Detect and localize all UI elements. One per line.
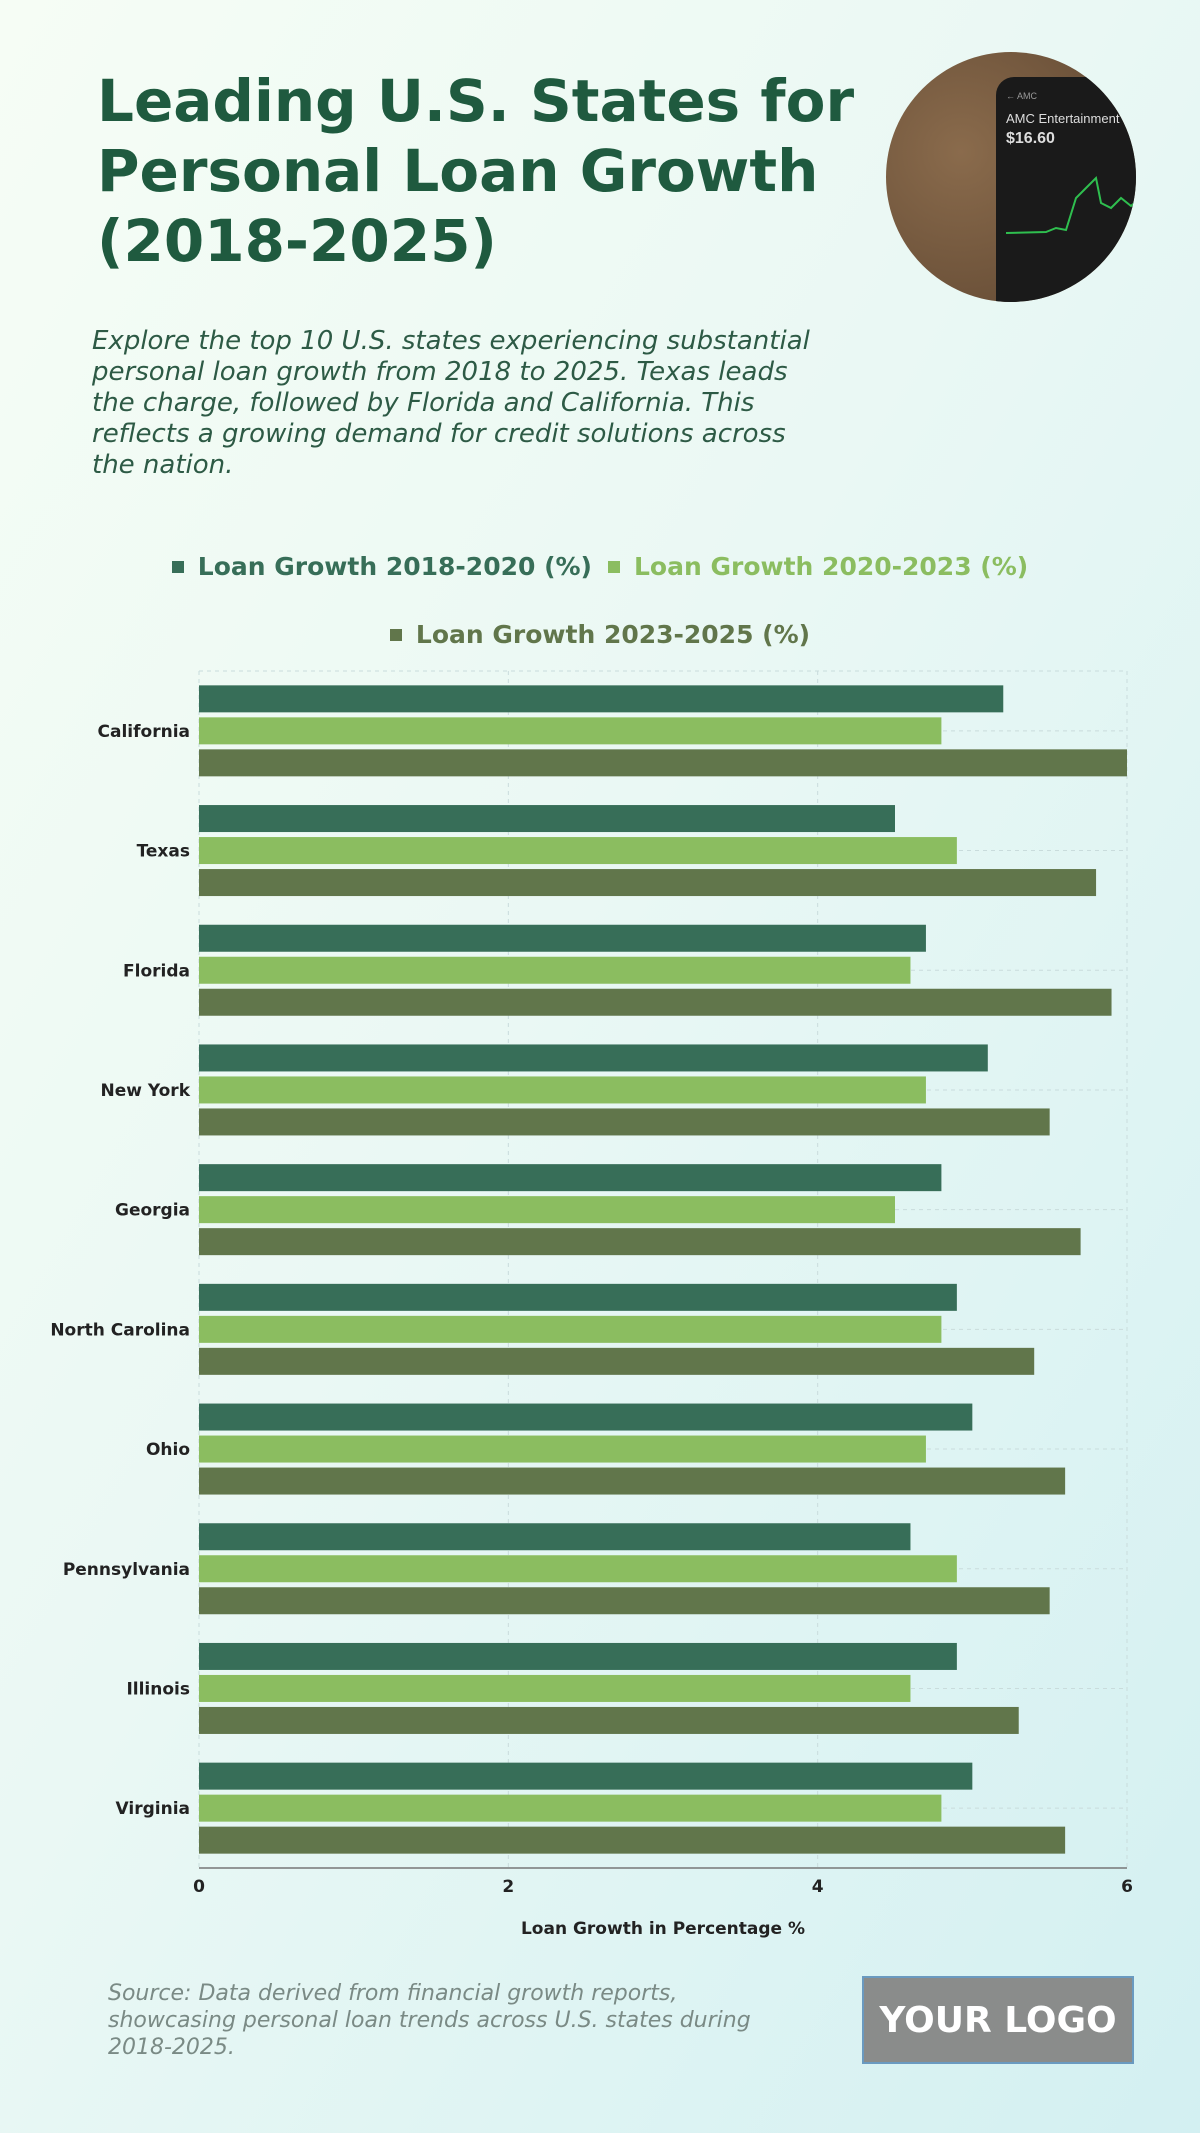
- x-axis-title: Loan Growth in Percentage %: [521, 1919, 805, 1939]
- bar-pennsylvania-series-3: [199, 1587, 1050, 1615]
- bar-florida-series-1: [199, 924, 926, 952]
- source-note: Source: Data derived from financial grow…: [108, 1981, 751, 2060]
- bar-new-york-series-3: [199, 1108, 1050, 1136]
- bar-virginia-series-1: [199, 1762, 973, 1790]
- bar-texas-series-2: [199, 837, 957, 865]
- x-tick-label: 6: [1121, 1877, 1133, 1897]
- bar-pennsylvania-series-1: [199, 1523, 911, 1551]
- bar-california-series-2: [199, 717, 942, 745]
- bar-virginia-series-2: [199, 1794, 942, 1822]
- logo-placeholder: YOUR LOGO: [862, 1976, 1134, 2064]
- chart-legend-row-2: Loan Growth 2023-2025 (%): [0, 620, 1200, 649]
- bar-texas-series-1: [199, 805, 895, 833]
- legend-item-2023-2025: Loan Growth 2023-2025 (%): [389, 620, 811, 649]
- bar-virginia-series-3: [199, 1826, 1066, 1854]
- bar-north-carolina-series-1: [199, 1283, 957, 1311]
- bar-new-york-series-2: [199, 1076, 926, 1104]
- bar-chart: 0 2 4 6 California Texas Florida New York Georgi…: [50, 670, 1133, 1939]
- bar-ohio-series-1: [199, 1403, 973, 1431]
- y-category-label: California: [98, 722, 190, 742]
- phone-stock-chart-icon: [1005, 175, 1136, 234]
- bar-illinois-series-1: [199, 1642, 957, 1670]
- x-tick-label: 4: [812, 1877, 824, 1897]
- x-tick-label: 2: [502, 1877, 514, 1897]
- bar-florida-series-2: [199, 956, 911, 984]
- y-category-label: Illinois: [126, 1679, 190, 1699]
- legend-item-2018-2020: Loan Growth 2018-2020 (%): [171, 552, 592, 581]
- y-category-label: Texas: [137, 842, 190, 862]
- bar-ohio-series-3: [199, 1467, 1066, 1495]
- legend-swatch: [389, 628, 402, 641]
- phone-app-name: AMC Entertainment: [1006, 111, 1120, 126]
- phone-screen: ← AMC AMC Entertainment $16.60: [996, 77, 1136, 302]
- bar-north-carolina-series-2: [199, 1315, 942, 1343]
- legend-label: Loan Growth 2018-2020 (%): [197, 552, 592, 581]
- y-category-label: Georgia: [115, 1201, 190, 1221]
- phone-status-bar: ← AMC: [1006, 91, 1038, 101]
- y-category-label: Virginia: [116, 1799, 190, 1819]
- legend-label: Loan Growth 2020-2023 (%): [634, 552, 1029, 581]
- legend-label: Loan Growth 2023-2025 (%): [415, 620, 811, 649]
- bar-illinois-series-2: [199, 1674, 911, 1702]
- bar-north-carolina-series-3: [199, 1347, 1035, 1375]
- bar-texas-series-3: [199, 869, 1097, 897]
- legend-item-2020-2023: Loan Growth 2020-2023 (%): [608, 552, 1028, 581]
- legend-swatch: [608, 560, 620, 573]
- y-category-label: Ohio: [146, 1440, 190, 1460]
- y-category-label: North Carolina: [50, 1320, 190, 1340]
- y-category-label: Pennsylvania: [63, 1560, 190, 1580]
- phone-price: $16.60: [1006, 130, 1055, 147]
- y-category-label: Florida: [123, 961, 190, 981]
- bar-georgia-series-2: [199, 1196, 895, 1224]
- chart-legend-row-1: Loan Growth 2018-2020 (%) Loan Growth 20…: [0, 552, 1200, 581]
- bar-california-series-1: [199, 685, 1004, 713]
- bar-georgia-series-1: [199, 1164, 942, 1192]
- legend-swatch: [171, 560, 184, 573]
- bar-illinois-series-3: [199, 1706, 1019, 1734]
- y-category-label: New York: [101, 1081, 191, 1101]
- bar-florida-series-3: [199, 988, 1112, 1016]
- page-title: Leading U.S. States for Personal Loan Gr…: [97, 67, 855, 275]
- bar-georgia-series-3: [199, 1228, 1081, 1256]
- bar-pennsylvania-series-2: [199, 1555, 957, 1583]
- bar-new-york-series-1: [199, 1044, 988, 1072]
- page-subtitle: Explore the top 10 U.S. states experienc…: [92, 326, 810, 480]
- x-tick-label: 0: [193, 1877, 205, 1897]
- bar-ohio-series-2: [199, 1435, 926, 1463]
- stock-app-photo: ← AMC AMC Entertainment $16.60: [886, 52, 1136, 302]
- bar-california-series-3: [199, 749, 1127, 777]
